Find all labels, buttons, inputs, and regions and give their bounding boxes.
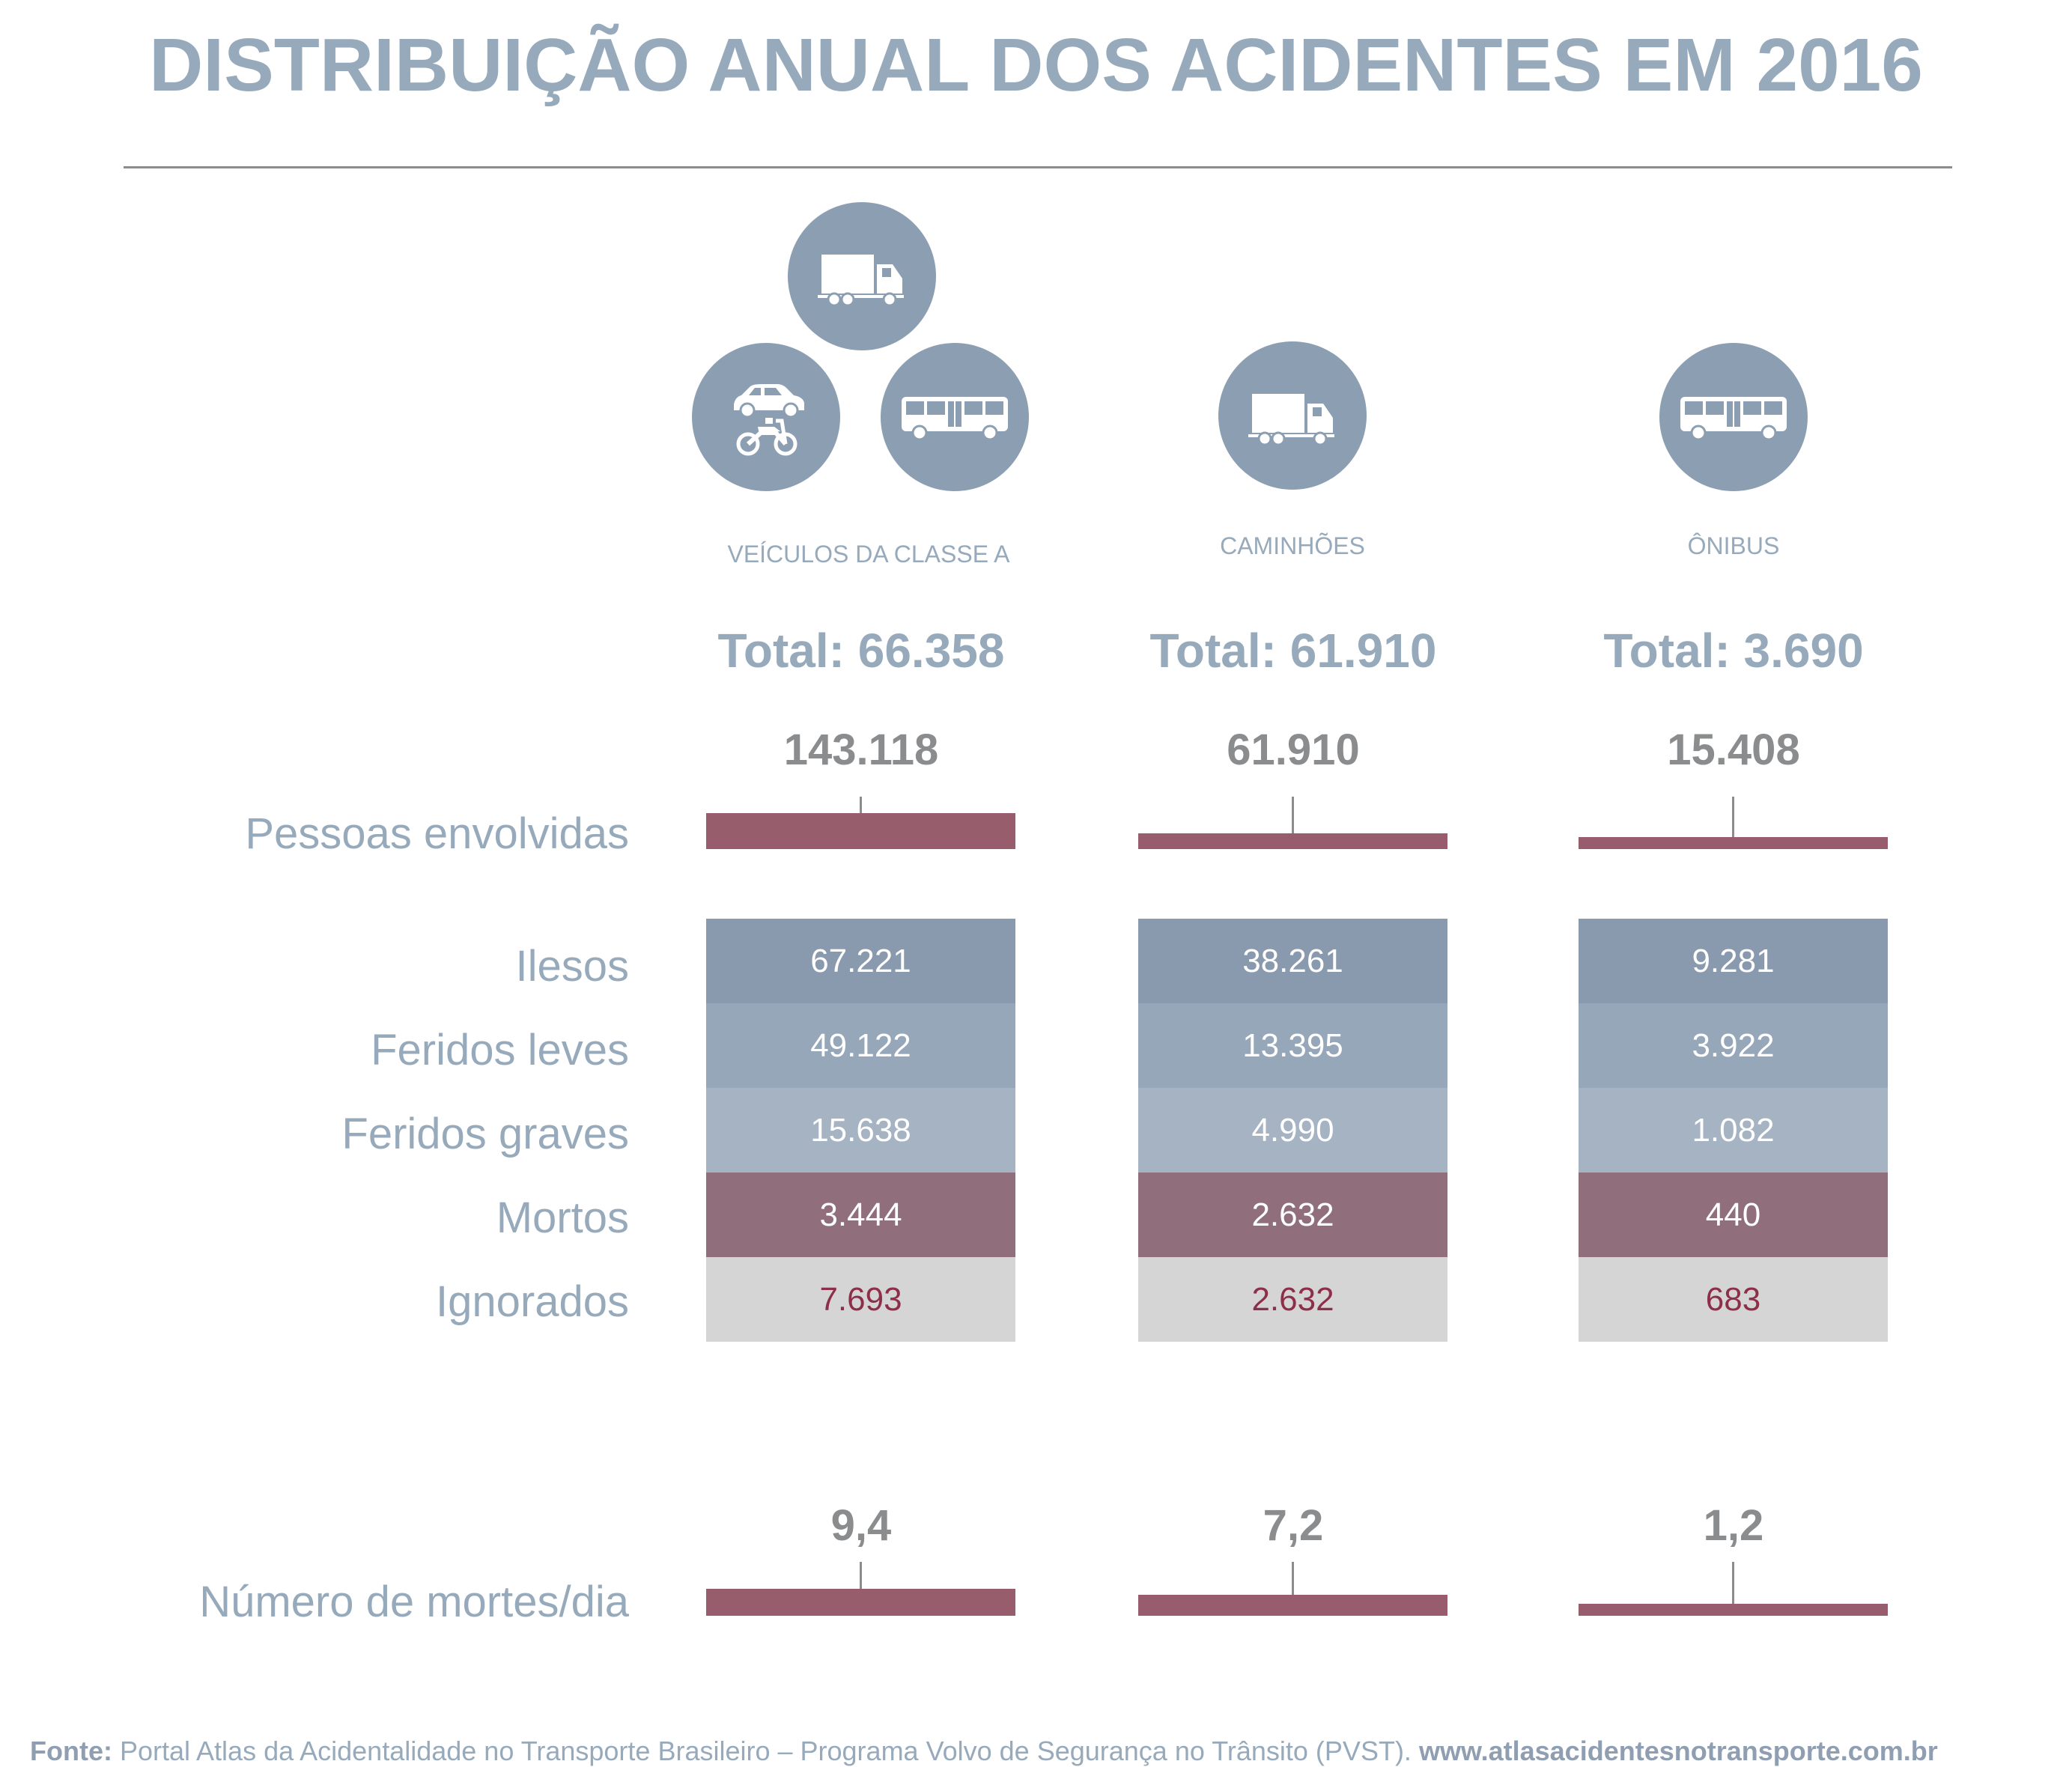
row-label-feridos-leves: Feridos leves xyxy=(371,1026,629,1074)
cell-ilesos-caminhoes: 38.261 xyxy=(1138,919,1447,1003)
pessoas-value-classe-a: 143.118 xyxy=(783,726,939,774)
bus-icon xyxy=(1680,397,1787,441)
cell-ignorados-onibus: 683 xyxy=(1579,1257,1888,1342)
pessoas-stick-classe-a xyxy=(860,797,862,813)
pessoas-bar-caminhoes xyxy=(1138,833,1447,849)
truck-icon-circle-caminhoes xyxy=(1218,341,1367,490)
mortes-bar-caminhoes xyxy=(1138,1595,1447,1616)
pessoas-bar-classe-a xyxy=(706,813,1015,849)
pessoas-envolvidas-label: Pessoas envolvidas xyxy=(245,809,629,858)
mortes-bar-classe-a xyxy=(706,1589,1015,1616)
row-label-ilesos: Ilesos xyxy=(515,942,629,991)
cell-feridos-leves-onibus: 3.922 xyxy=(1579,1003,1888,1088)
row-label-feridos-graves: Feridos graves xyxy=(341,1110,629,1158)
cell-mortos-caminhoes: 2.632 xyxy=(1138,1173,1447,1257)
cell-mortos-onibus: 440 xyxy=(1579,1173,1888,1257)
cell-feridos-graves-classe-a: 15.638 xyxy=(706,1088,1015,1173)
cell-feridos-graves-onibus: 1.082 xyxy=(1579,1088,1888,1173)
cell-ilesos-onibus: 9.281 xyxy=(1579,919,1888,1003)
mortes-dia-value-caminhoes: 7,2 xyxy=(1263,1501,1324,1550)
pessoas-stick-onibus xyxy=(1732,797,1734,837)
truck-icon xyxy=(818,255,904,307)
mortes-dia-label: Número de mortes/dia xyxy=(199,1578,629,1626)
pessoas-stick-caminhoes xyxy=(1292,797,1294,833)
pessoas-value-caminhoes: 61.910 xyxy=(1227,726,1360,774)
total-onibus: Total: 3.690 xyxy=(1603,624,1864,678)
cell-feridos-leves-caminhoes: 13.395 xyxy=(1138,1003,1447,1088)
cell-ignorados-caminhoes: 2.632 xyxy=(1138,1257,1447,1342)
source-url[interactable]: www.atlasacidentesnotransporte.com.br xyxy=(1418,1736,1938,1766)
pessoas-bar-onibus xyxy=(1579,837,1888,849)
cell-feridos-leves-classe-a: 49.122 xyxy=(706,1003,1015,1088)
category-label-onibus: ÔNIBUS xyxy=(1687,532,1780,559)
total-classe-a: Total: 66.358 xyxy=(717,624,1005,678)
cell-ilesos-classe-a: 67.221 xyxy=(706,919,1015,1003)
source-text: Portal Atlas da Acidentalidade no Transp… xyxy=(112,1736,1419,1766)
category-label-caminhoes: CAMINHÕES xyxy=(1220,532,1365,559)
mortes-stick-classe-a xyxy=(860,1562,862,1589)
bus-icon xyxy=(902,397,1008,441)
category-label-classe-a: VEÍCULOS DA CLASSE A xyxy=(727,541,1010,568)
cell-ignorados-classe-a: 7.693 xyxy=(706,1257,1015,1342)
page-title: DISTRIBUIÇÃO ANUAL DOS ACIDENTES EM 2016 xyxy=(149,23,1923,107)
cell-feridos-graves-caminhoes: 4.990 xyxy=(1138,1088,1447,1173)
mortes-dia-value-onibus: 1,2 xyxy=(1703,1501,1764,1550)
bus-icon-circle xyxy=(881,343,1029,491)
car-motorcycle-icon-circle xyxy=(692,343,840,491)
bus-icon-circle-onibus xyxy=(1659,343,1808,491)
source-note: Fonte: Portal Atlas da Acidentalidade no… xyxy=(30,1736,1938,1767)
mortes-stick-onibus xyxy=(1732,1562,1734,1604)
source-prefix: Fonte: xyxy=(30,1736,112,1766)
mortes-dia-value-classe-a: 9,4 xyxy=(830,1501,892,1550)
mortes-stick-caminhoes xyxy=(1292,1562,1294,1595)
cell-mortos-classe-a: 3.444 xyxy=(706,1173,1015,1257)
total-caminhoes: Total: 61.910 xyxy=(1149,624,1437,678)
pessoas-value-onibus: 15.408 xyxy=(1667,726,1800,774)
truck-icon xyxy=(1248,394,1334,446)
mortes-bar-onibus xyxy=(1579,1604,1888,1616)
row-label-ignorados: Ignorados xyxy=(436,1277,629,1326)
row-label-mortos: Mortos xyxy=(496,1193,629,1242)
title-divider xyxy=(124,166,1952,168)
truck-icon-circle xyxy=(788,202,936,350)
car-icon xyxy=(734,384,804,419)
motorcycle-icon xyxy=(736,418,797,456)
